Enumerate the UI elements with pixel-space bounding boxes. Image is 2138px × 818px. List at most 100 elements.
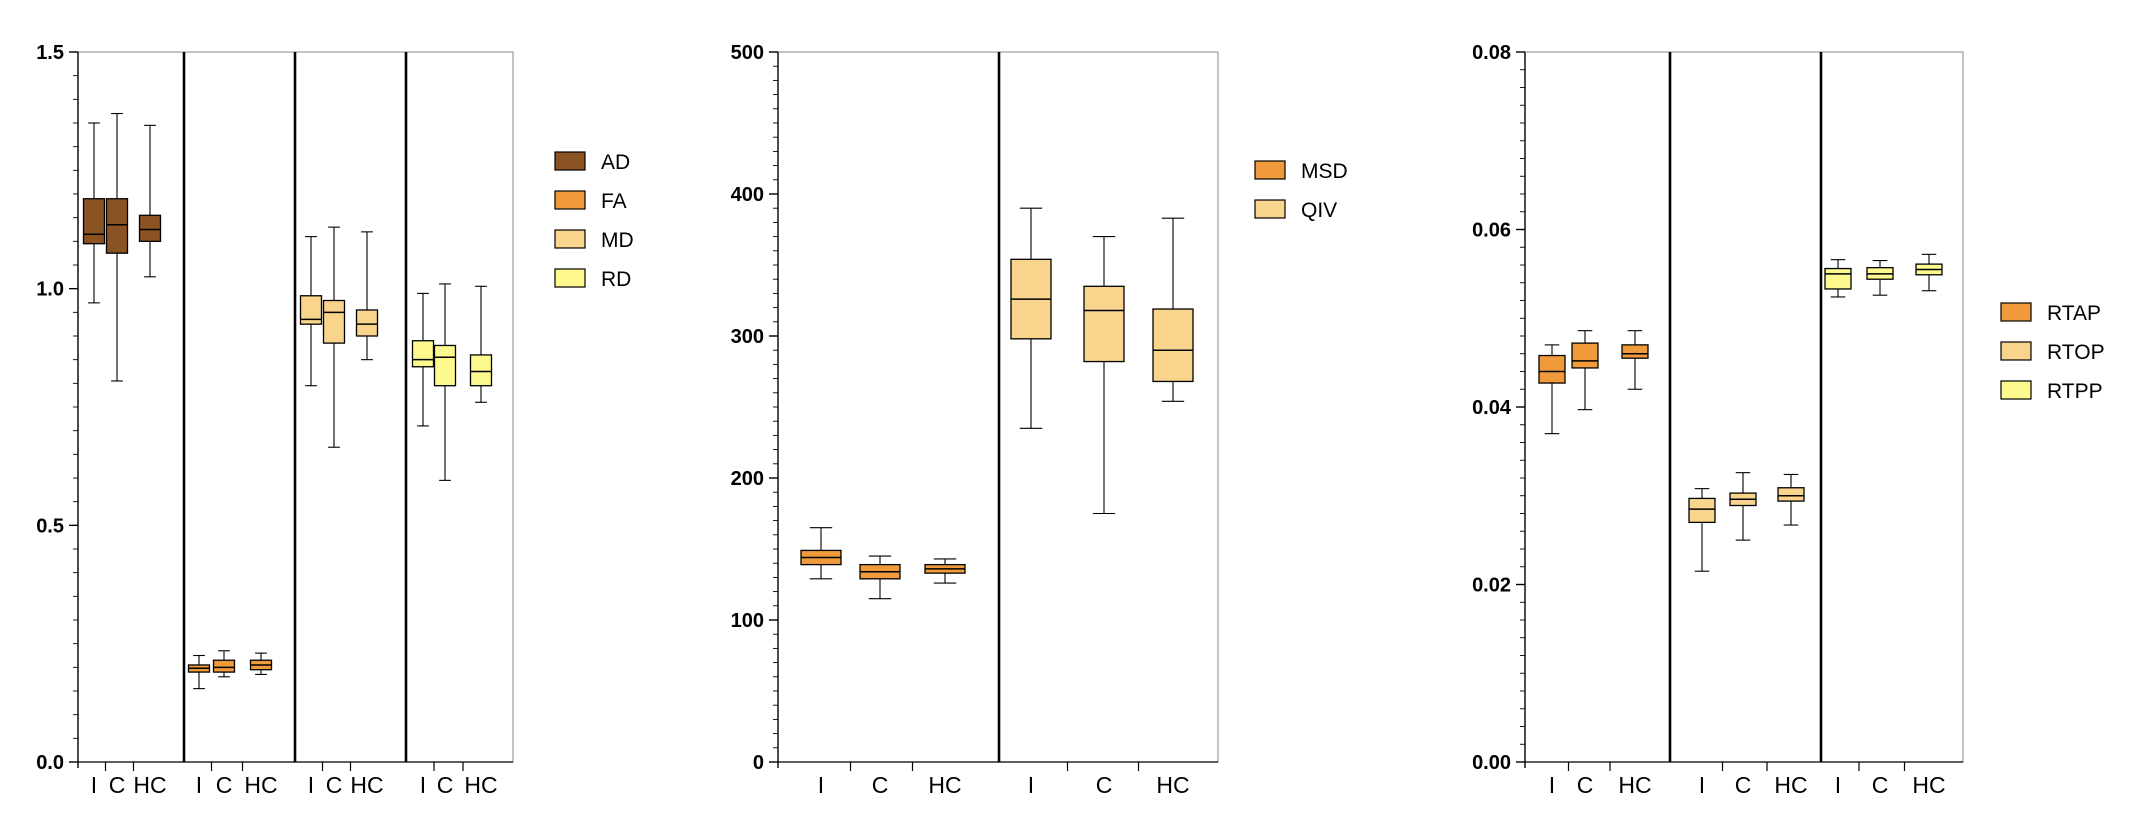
box-MD-HC [355, 231, 379, 361]
x-category-label: HC [1618, 772, 1651, 798]
legend-label: FA [601, 190, 627, 213]
box-iqr [1152, 308, 1194, 383]
group-MD: I C HC [299, 226, 384, 798]
box-MSD-HC [924, 558, 966, 584]
box-RTAP-HC [1621, 330, 1649, 390]
x-category-label: HC [1774, 772, 1807, 798]
y-tick-label: 500 [731, 42, 764, 64]
legend-label: RTPP [2047, 380, 2103, 403]
legend-swatch [1254, 160, 1286, 180]
box-iqr [299, 295, 323, 325]
x-category-label: C [326, 772, 343, 798]
legend-label: MD [601, 229, 634, 252]
legend-label: AD [601, 151, 630, 174]
x-category-label: I [1549, 772, 1555, 798]
box-RTPP-HC [1915, 253, 1943, 292]
box-MD-C [322, 226, 346, 448]
legend-swatch [554, 229, 586, 249]
y-tick-label: 0.06 [1472, 220, 1511, 242]
group-RTPP: I C HC [1824, 253, 1946, 798]
box-QIV-C [1083, 236, 1125, 515]
box-MSD-C [859, 555, 901, 600]
box-MSD-I [800, 527, 842, 580]
y-tick-label: 0.08 [1472, 42, 1511, 64]
y-tick-label: 300 [731, 326, 764, 348]
group-RD: I C HC [411, 283, 498, 798]
x-category-label: C [216, 772, 233, 798]
x-category-label: I [308, 772, 314, 798]
legend-swatch [2000, 302, 2032, 322]
legend-label: MSD [1301, 160, 1348, 183]
x-category-label: HC [133, 772, 166, 798]
plot-frame [1524, 51, 1964, 763]
x-category-label: I [91, 772, 97, 798]
group-FA: I C HC [187, 650, 278, 798]
box-iqr [411, 340, 435, 368]
box-iqr [1621, 344, 1649, 359]
box-iqr [82, 198, 106, 245]
x-category-label: I [196, 772, 202, 798]
box-iqr [212, 659, 236, 673]
legend-swatch [554, 190, 586, 210]
x-category-label: HC [928, 772, 961, 798]
y-tick-label: 0 [753, 752, 764, 774]
x-category-label: I [818, 772, 824, 798]
legend-swatch [2000, 380, 2032, 400]
box-RD-HC [469, 285, 493, 403]
box-RTOP-HC [1777, 473, 1805, 526]
box-QIV-HC [1152, 217, 1194, 402]
legend-label: RTAP [2047, 302, 2101, 325]
box-FA-I [187, 654, 211, 690]
legend-swatch [1254, 199, 1286, 219]
y-tick-label: 400 [731, 184, 764, 206]
box-RTPP-I [1824, 259, 1852, 298]
box-iqr [469, 354, 493, 387]
legend-swatch [2000, 341, 2032, 361]
legend-swatch [554, 268, 586, 288]
box-AD-I [82, 122, 106, 304]
legend: AD FA MD RD [554, 151, 634, 291]
box-iqr [1571, 342, 1599, 369]
y-tick-label: 0.0 [36, 752, 64, 774]
group-RTAP: I C HC [1538, 330, 1652, 798]
y-tick-label: 0.04 [1472, 397, 1512, 419]
x-category-label: HC [1156, 772, 1189, 798]
y-tick-label: 100 [731, 610, 764, 632]
y-tick-label: 200 [731, 468, 764, 490]
box-iqr [138, 214, 162, 242]
x-category-label: C [437, 772, 454, 798]
box-RD-I [411, 292, 435, 427]
box-RTPP-C [1866, 260, 1894, 296]
x-category-label: HC [244, 772, 277, 798]
x-category-label: C [109, 772, 126, 798]
x-category-label: I [1835, 772, 1841, 798]
x-category-label: HC [464, 772, 497, 798]
legend-label: RTOP [2047, 341, 2105, 364]
box-RTAP-C [1571, 330, 1599, 411]
y-tick-label: 1.5 [36, 42, 64, 64]
box-iqr [1777, 487, 1805, 502]
x-category-label: I [1028, 772, 1034, 798]
box-iqr [355, 309, 379, 337]
box-MD-I [299, 236, 323, 387]
x-category-label: HC [350, 772, 383, 798]
legend-label: RD [601, 268, 631, 291]
legend-swatch [554, 151, 586, 171]
box-FA-HC [249, 652, 273, 675]
box-QIV-I [1010, 207, 1052, 429]
y-tick-label: 0.00 [1472, 752, 1511, 774]
group-QIV: I C HC [1010, 207, 1194, 798]
box-iqr [1538, 354, 1566, 384]
box-iqr [1824, 267, 1852, 290]
group-RTOP: I C HC [1688, 472, 1808, 798]
x-category-label: C [872, 772, 889, 798]
x-category-label: C [1096, 772, 1113, 798]
box-RTOP-I [1688, 488, 1716, 572]
x-category-label: C [1872, 772, 1889, 798]
box-RTOP-C [1729, 472, 1757, 541]
x-category-label: C [1577, 772, 1594, 798]
box-FA-C [212, 650, 236, 678]
chart-panel-3: 0.000.020.040.060.08I C HC I C HC I C HCRTAPRTOP… [1472, 42, 2105, 798]
